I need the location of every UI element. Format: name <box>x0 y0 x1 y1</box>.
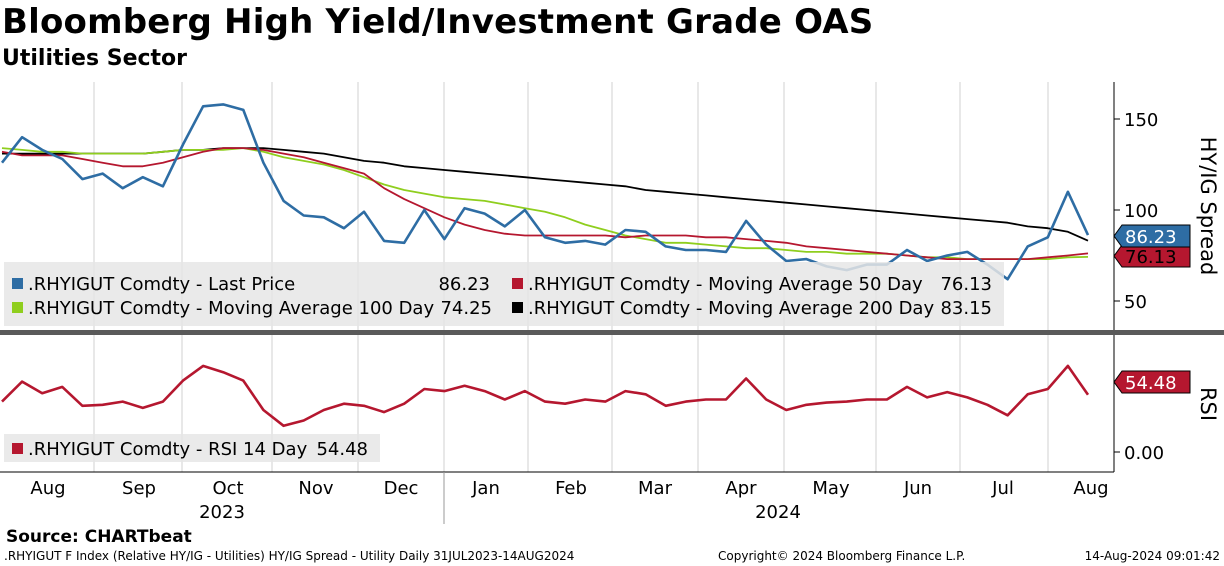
y-tick-label-0: 0.00 <box>1124 443 1164 464</box>
legend-value-ma50: 76.13 <box>940 274 992 295</box>
x-tick-label-aug: Aug <box>30 478 65 499</box>
legend-value-rsi: 54.48 <box>316 439 368 460</box>
lower-panel: .RHYIGUT Comdty - RSI 14 Day 54.48 0.00 … <box>0 335 1220 472</box>
legend-swatch-last-price <box>12 278 23 289</box>
x-tick-label-aug-2024: Aug <box>1073 478 1108 499</box>
x-month-labels: Aug Sep Oct Nov Dec Jan Feb Mar Apr May … <box>30 478 1108 499</box>
x-tick-label-may: May <box>812 478 850 499</box>
y-tick-label-100: 100 <box>1124 201 1158 222</box>
upper-series-group <box>0 103 1090 281</box>
legend-item-ma200: .RHYIGUT Comdty - Moving Average 200 Day… <box>512 298 992 319</box>
upper-legend-box <box>4 262 1004 326</box>
x-tick-label-jul: Jul <box>991 478 1014 499</box>
chart-title: Bloomberg High Yield/Investment Grade OA… <box>2 2 874 42</box>
upper-panel: .RHYIGUT Comdty - Last Price 86.23 .RHYI… <box>0 82 1220 330</box>
footer-copyright: Copyright© 2024 Bloomberg Finance L.P. <box>718 549 966 563</box>
badge-rsi-value: 54.48 <box>1125 373 1177 394</box>
y-tick-label-50: 50 <box>1124 292 1147 313</box>
legend-value-ma200: 83.15 <box>940 298 992 319</box>
badge-last-price: 86.23 <box>1113 224 1191 248</box>
x-year-label-2024: 2024 <box>755 502 801 523</box>
x-tick-label-jun: Jun <box>903 478 932 499</box>
y-tick-label-150: 150 <box>1124 110 1158 131</box>
legend-label-ma50: .RHYIGUT Comdty - Moving Average 50 Day <box>528 274 923 295</box>
badge-last-price-shape <box>1113 224 1191 248</box>
x-tick-label-mar: Mar <box>638 478 673 499</box>
panel-separator <box>0 330 1224 335</box>
x-tick-label-dec: Dec <box>384 478 419 499</box>
legend-label-rsi: .RHYIGUT Comdty - RSI 14 Day <box>28 439 308 460</box>
badge-last-price-value: 86.23 <box>1125 227 1177 248</box>
legend-label-ma200: .RHYIGUT Comdty - Moving Average 200 Day <box>528 298 934 319</box>
chart-subtitle: Utilities Sector <box>2 46 188 71</box>
x-tick-label-apr: Apr <box>725 478 757 499</box>
x-tick-label-nov: Nov <box>298 478 333 499</box>
badge-ma50-value: 76.13 <box>1125 247 1177 268</box>
badge-rsi: 54.48 <box>1113 370 1191 394</box>
footer-description: .RHYIGUT F Index (Relative HY/IG - Utili… <box>4 549 575 563</box>
legend-label-ma100: .RHYIGUT Comdty - Moving Average 100 Day <box>28 298 434 319</box>
legend-swatch-ma200 <box>512 302 523 313</box>
legend-swatch-ma50 <box>512 278 523 289</box>
lower-y-axis-label: RSI <box>1196 387 1220 421</box>
legend-item-rsi: .RHYIGUT Comdty - RSI 14 Day 54.48 <box>12 439 368 460</box>
series-rsi-line <box>1 364 1090 428</box>
legend-swatch-rsi <box>12 443 23 454</box>
legend-item-ma50: .RHYIGUT Comdty - Moving Average 50 Day … <box>512 274 992 295</box>
legend-swatch-ma100 <box>12 302 23 313</box>
x-tick-label-sep: Sep <box>122 478 156 499</box>
lower-legend-box <box>4 434 380 462</box>
x-year-label-2023: 2023 <box>199 502 245 523</box>
x-tick-label-oct: Oct <box>212 478 243 499</box>
badge-ma50-shape <box>1113 244 1191 268</box>
legend-item-last-price: .RHYIGUT Comdty - Last Price 86.23 <box>12 274 490 295</box>
legend-label-last-price: .RHYIGUT Comdty - Last Price <box>28 274 295 295</box>
x-axis: Aug Sep Oct Nov Dec Jan Feb Mar Apr May … <box>0 471 1114 524</box>
series-last-price-line <box>0 103 1090 281</box>
x-tick-label-jan: Jan <box>471 478 500 499</box>
badge-rsi-shape <box>1113 370 1191 394</box>
source-note: Source: CHARTbeat <box>6 527 192 547</box>
legend-value-ma100: 74.25 <box>440 298 492 319</box>
legend-item-ma100: .RHYIGUT Comdty - Moving Average 100 Day… <box>12 298 492 319</box>
x-tick-label-feb: Feb <box>555 478 587 499</box>
upper-y-axis-label: HY/IG Spread <box>1196 137 1220 276</box>
lower-series-group <box>1 364 1090 428</box>
badge-ma50: 76.13 <box>1113 244 1191 268</box>
legend-value-last-price: 86.23 <box>438 274 490 295</box>
footer-timestamp: 14-Aug-2024 09:01:42 <box>1084 549 1220 563</box>
